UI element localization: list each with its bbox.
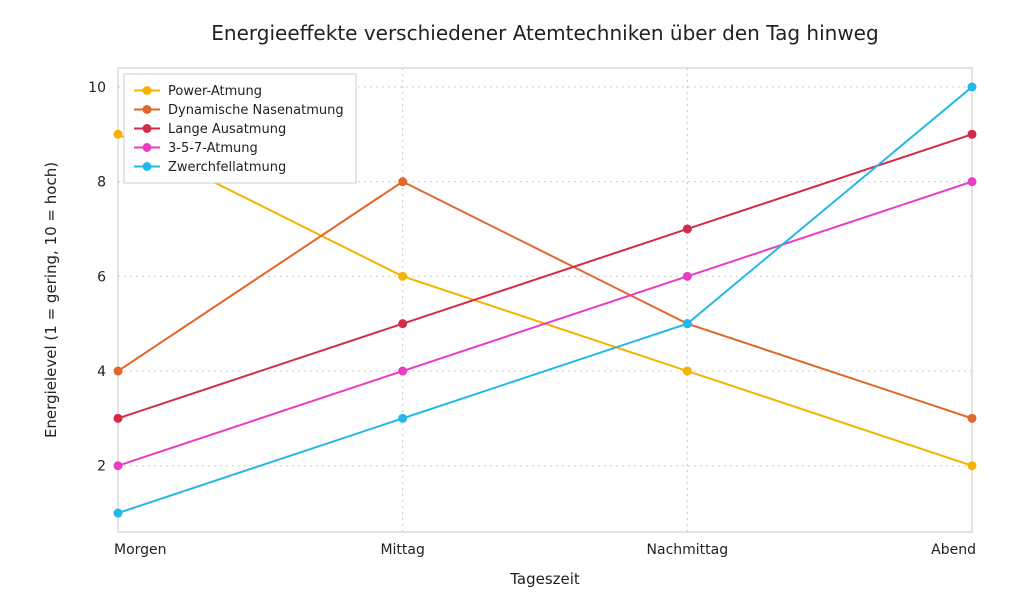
legend-marker <box>143 105 152 114</box>
legend-marker <box>143 124 152 133</box>
series-marker <box>968 82 977 91</box>
y-tick-label: 4 <box>97 364 106 380</box>
series-marker <box>398 414 407 423</box>
series-marker <box>398 177 407 186</box>
legend-marker <box>143 86 152 95</box>
series-marker <box>398 367 407 376</box>
x-tick-label: Morgen <box>114 542 167 558</box>
series-marker <box>398 272 407 281</box>
legend-label: Dynamische Nasenatmung <box>168 103 344 118</box>
x-tick-label: Mittag <box>380 542 424 558</box>
series-marker <box>114 414 123 423</box>
series-marker <box>114 130 123 139</box>
legend-label: Zwerchfellatmung <box>168 160 286 175</box>
series-marker <box>683 367 692 376</box>
chart-title: Energieeffekte verschiedener Atemtechnik… <box>211 21 878 45</box>
series-marker <box>968 177 977 186</box>
x-tick-label: Nachmittag <box>647 542 729 558</box>
legend-label: Lange Ausatmung <box>168 122 286 137</box>
legend-marker <box>143 143 152 152</box>
series-marker <box>968 414 977 423</box>
x-axis-label: Tageszeit <box>509 570 580 588</box>
legend-label: 3-5-7-Atmung <box>168 141 258 156</box>
legend-marker <box>143 162 152 171</box>
chart-container: Morgen Mittag Nachmittag Abend 2 4 6 8 10 Energie… <box>0 0 1024 614</box>
y-tick-label: 6 <box>97 269 106 285</box>
y-tick-label: 2 <box>97 459 106 475</box>
x-tick-label: Abend <box>931 542 976 558</box>
series-marker <box>683 272 692 281</box>
series-marker <box>114 367 123 376</box>
y-axis-label: Energielevel (1 = gering, 10 = hoch) <box>42 162 60 438</box>
series-marker <box>683 224 692 233</box>
series-marker <box>968 130 977 139</box>
y-tick-label: 8 <box>97 175 106 191</box>
legend-label: Power-Atmung <box>168 84 262 99</box>
series-marker <box>968 461 977 470</box>
y-tick-label: 10 <box>88 80 106 96</box>
series-marker <box>398 319 407 328</box>
series-marker <box>114 509 123 518</box>
series-marker <box>114 461 123 470</box>
line-chart: Morgen Mittag Nachmittag Abend 2 4 6 8 10 Energie… <box>0 0 1024 614</box>
series-marker <box>683 319 692 328</box>
